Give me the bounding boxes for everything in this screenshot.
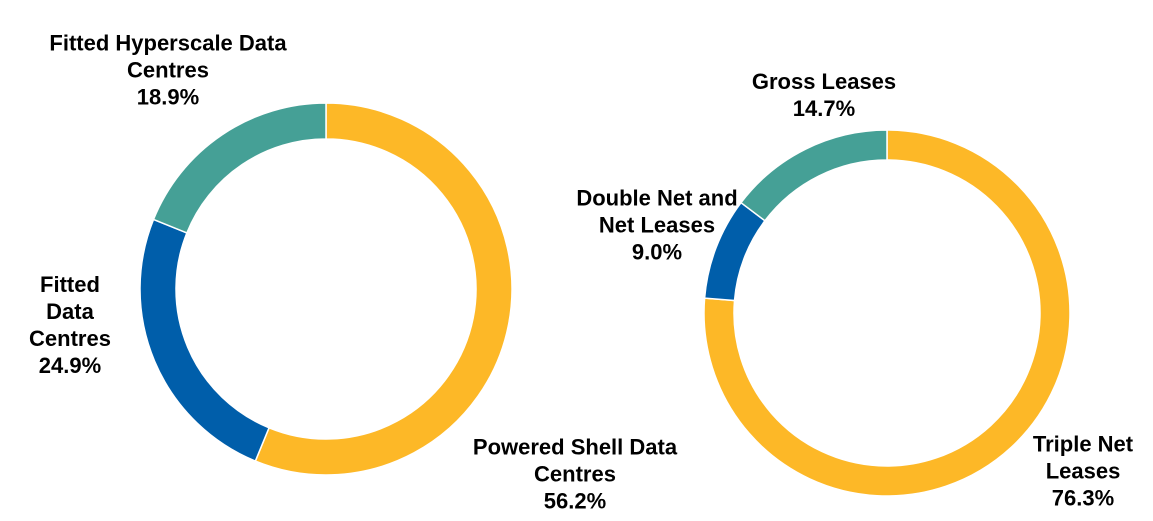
category-label: Double Net and Net Leases [576, 185, 738, 238]
donut-slice [703, 129, 1071, 497]
value-label: 24.9% [38, 353, 102, 378]
value-label: 76.3% [1051, 485, 1115, 511]
category-label: Powered Shell Data Centres [472, 434, 678, 487]
donut-slice [254, 102, 513, 476]
category-label: Triple Net Leases [1032, 431, 1134, 484]
slice-label: Gross Leases 14.7% [694, 68, 954, 122]
donut-slice [139, 218, 271, 463]
donut-slice [152, 102, 327, 234]
category-label: Fitted Data Centres [29, 272, 111, 351]
category-label: Fitted Hyperscale Data Centres [49, 30, 287, 83]
value-label: 56.2% [543, 488, 607, 514]
slice-label: Fitted Data Centres 24.9% [15, 271, 125, 379]
slice-label: Double Net and Net Leases 9.0% [572, 185, 742, 266]
slice-label: Fitted Hyperscale Data Centres 18.9% [48, 30, 288, 111]
value-label: 18.9% [136, 84, 200, 110]
value-label: 9.0% [631, 239, 683, 265]
slice-label: Powered Shell Data Centres 56.2% [470, 434, 680, 515]
category-label: Gross Leases [751, 69, 897, 94]
donut-slice [739, 129, 888, 222]
slice-label: Triple Net Leases 76.3% [1013, 431, 1153, 512]
value-label: 14.7% [792, 96, 856, 121]
